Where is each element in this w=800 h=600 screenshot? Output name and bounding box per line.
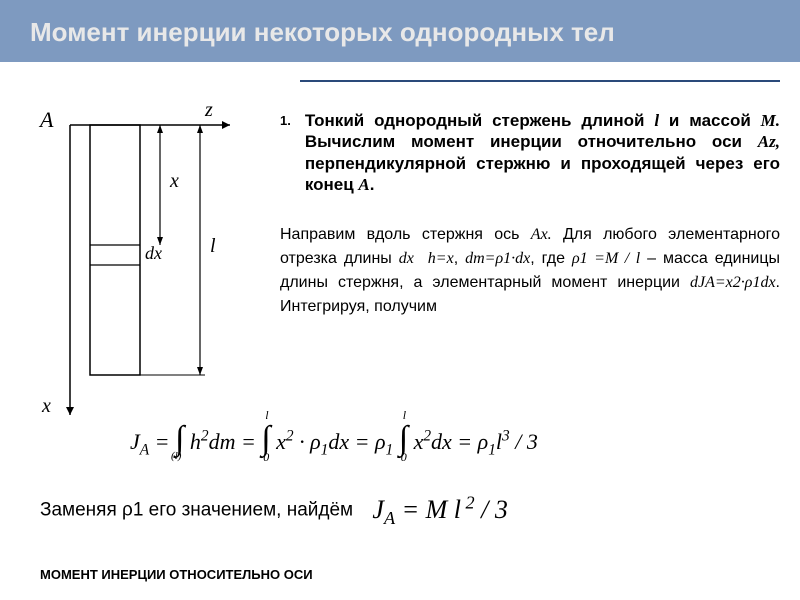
diagram-svg	[30, 105, 250, 435]
formula-final: JA = M l 2 / 3	[372, 495, 507, 524]
slide-title: Момент инерции некоторых однородных тел	[0, 0, 800, 62]
formula-final-label: Заменяя ρ1 его значением, найдём	[40, 500, 353, 521]
label-z: z	[205, 99, 213, 122]
footer-text: МОМЕНТ ИНЕРЦИИ ОТНОСИТЕЛЬНО ОСИ	[40, 567, 313, 582]
label-l: l	[210, 235, 216, 258]
title-underline	[300, 80, 780, 82]
label-x-axis: x	[42, 395, 51, 418]
list-number: 1.	[280, 110, 291, 195]
formula-integral: JA = ∫ (l) h2dm = l ∫ 0 x2 · ρ1dx = ρ1 l…	[130, 420, 770, 459]
label-A: A	[40, 107, 53, 133]
paragraph-1: 1. Тонкий однородный стержень длиной l и…	[280, 110, 780, 195]
body-text: 1. Тонкий однородный стержень длиной l и…	[280, 110, 780, 319]
paragraph-2: Направим вдоль стержня ось Ax. Для любог…	[280, 223, 780, 319]
label-x-dim: x	[170, 170, 179, 193]
label-dx: dx	[145, 243, 162, 264]
formula-final-row: Заменяя ρ1 его значением, найдём JA = M …	[40, 490, 508, 527]
paragraph-1-content: Тонкий однородный стержень длиной l и ма…	[305, 110, 780, 195]
rod-diagram: A z x l dx x	[30, 105, 250, 435]
